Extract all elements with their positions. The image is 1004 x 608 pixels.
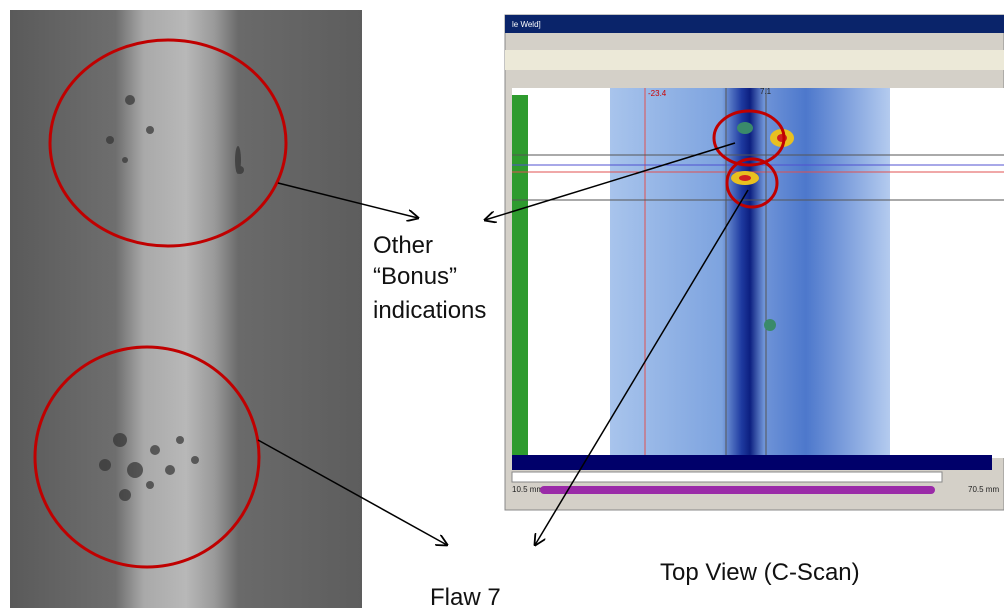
range-label: 10.5 mm bbox=[512, 485, 543, 494]
annotation: “Bonus” bbox=[373, 263, 457, 290]
cursor-label: 7.1 bbox=[760, 87, 772, 96]
annotation: Flaw 7 bbox=[430, 584, 501, 608]
radiograph bbox=[10, 10, 362, 608]
slide: le Weld] -23.4 7.1 10.5 mm 70.5 mm Other… bbox=[0, 0, 1004, 608]
window-title: le Weld] bbox=[512, 20, 541, 29]
annotation: indications bbox=[373, 297, 486, 324]
cscan-window: le Weld] -23.4 7.1 10.5 mm 70.5 mm bbox=[505, 15, 1004, 510]
caption: Top View (C-Scan) bbox=[660, 559, 860, 586]
range-label: 70.5 mm bbox=[968, 485, 999, 494]
annotation: Other bbox=[373, 232, 433, 259]
cursor-label: -23.4 bbox=[648, 89, 667, 98]
